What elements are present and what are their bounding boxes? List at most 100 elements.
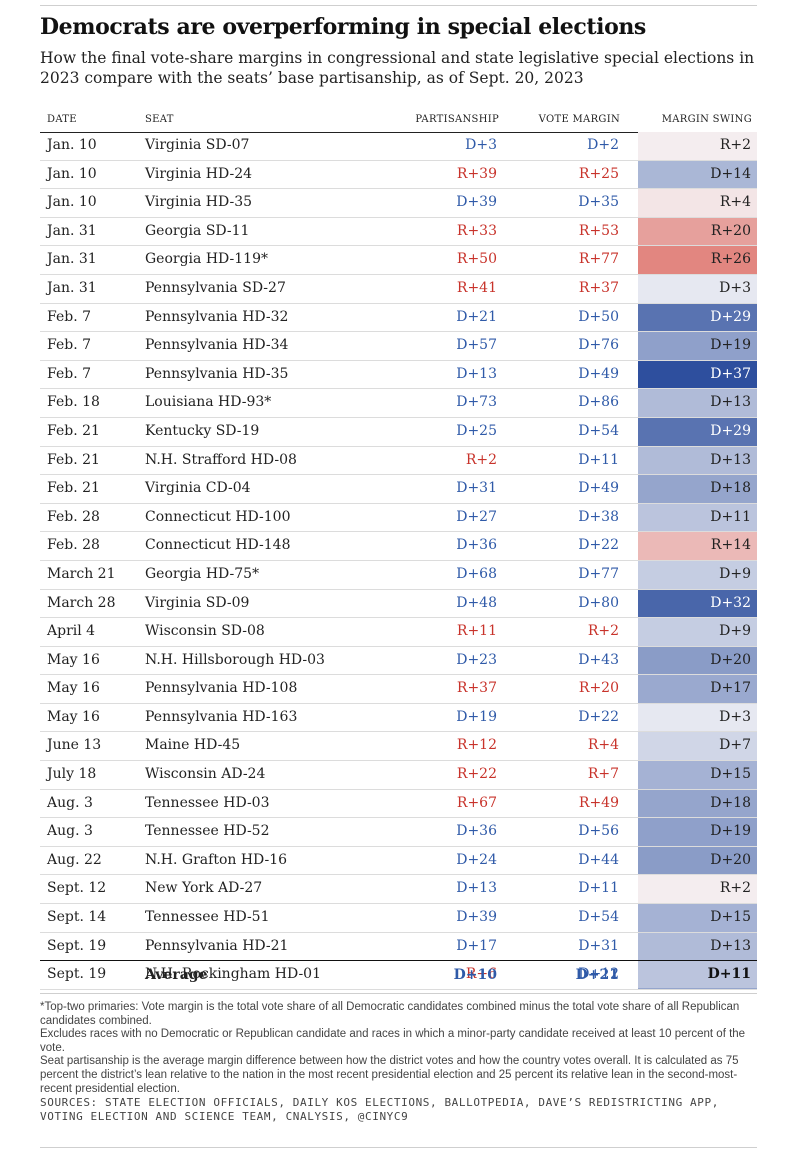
header-seat: SEAT — [145, 114, 174, 125]
row-partisanship: R+67 — [456, 794, 497, 811]
average-label: Average — [145, 967, 208, 983]
row-date: Jan. 31 — [47, 251, 97, 268]
table-header: DATE SEAT PARTISANSHIP VOTE MARGIN MARGI… — [40, 112, 757, 133]
table-row: Jan. 10 Virginia SD-07 D+3 D+2 R+2 — [40, 132, 757, 161]
row-vote-margin: D+56 — [578, 823, 619, 840]
row-swing-cell: D+14 — [638, 160, 757, 189]
footnote-top-two: *Top-two primaries: Vote margin is the t… — [40, 1001, 740, 1027]
row-swing-value: D+19 — [710, 823, 751, 840]
row-partisanship: D+23 — [456, 651, 497, 668]
table-row: Feb. 21 N.H. Strafford HD-08 R+2 D+11 D+13 — [40, 446, 757, 476]
row-partisanship: D+73 — [456, 394, 497, 411]
row-swing-cell: D+13 — [638, 389, 757, 417]
row-swing-cell: R+2 — [638, 875, 757, 904]
row-swing-cell: D+20 — [638, 846, 757, 875]
table-row: Feb. 21 Virginia CD-04 D+31 D+49 D+18 — [40, 475, 757, 504]
row-vote-margin: D+77 — [578, 565, 619, 582]
row-seat: Kentucky SD-19 — [145, 422, 260, 439]
table-row: Jan. 31 Georgia SD-11 R+33 R+53 R+20 — [40, 217, 757, 247]
table-row: Jan. 10 Virginia HD-35 D+39 D+35 R+4 — [40, 189, 757, 218]
row-swing-value: R+14 — [710, 537, 751, 554]
row-vote-margin: D+38 — [578, 508, 619, 525]
row-partisanship: D+39 — [456, 909, 497, 926]
row-seat: Tennessee HD-51 — [145, 909, 270, 926]
row-swing-value: D+29 — [710, 422, 751, 439]
row-seat: Louisiana HD-93* — [145, 394, 272, 411]
row-seat: Pennsylvania HD-21 — [145, 937, 289, 954]
row-partisanship: D+36 — [456, 823, 497, 840]
row-seat: Virginia SD-09 — [145, 594, 250, 611]
average-rule — [40, 960, 757, 961]
row-partisanship: D+21 — [456, 308, 497, 325]
table-row: Feb. 7 Pennsylvania HD-32 D+21 D+50 D+29 — [40, 303, 757, 333]
chart-title: Democrats are overperforming in special … — [40, 14, 646, 40]
table-body: Jan. 10 Virginia SD-07 D+3 D+2 R+2 Jan. 10 Vir… — [40, 132, 757, 990]
row-seat: Connecticut HD-100 — [145, 508, 291, 525]
row-partisanship: D+25 — [456, 422, 497, 439]
row-swing-cell: D+9 — [638, 618, 757, 646]
footnote-partisanship: Seat partisanship is the average margin … — [40, 1055, 739, 1095]
row-swing-value: D+32 — [710, 594, 751, 611]
row-date: July 18 — [47, 766, 97, 783]
row-swing-cell: D+3 — [638, 274, 757, 303]
row-partisanship: R+50 — [456, 251, 497, 268]
row-date: Jan. 31 — [47, 222, 97, 239]
footer-rule — [40, 1147, 757, 1148]
row-swing-cell: D+29 — [638, 303, 757, 332]
row-seat: Tennessee HD-52 — [145, 823, 270, 840]
average-swing-cell: D+11 — [638, 961, 757, 988]
row-date: Feb. 7 — [47, 365, 92, 382]
row-seat: Pennsylvania HD-32 — [145, 308, 289, 325]
table-row: June 13 Maine HD-45 R+12 R+4 D+7 — [40, 732, 757, 762]
table-row: March 28 Virginia SD-09 D+48 D+80 D+32 — [40, 589, 757, 619]
row-seat: Virginia HD-24 — [145, 165, 253, 182]
row-partisanship: R+6 — [465, 966, 497, 983]
row-date: Feb. 28 — [47, 537, 100, 554]
average-partisanship: D+10 — [453, 967, 497, 983]
row-date: Jan. 10 — [47, 194, 97, 211]
row-swing-cell: D+32 — [638, 589, 757, 618]
row-seat: Virginia HD-35 — [145, 194, 253, 211]
row-vote-margin: D+43 — [578, 651, 619, 668]
row-swing-value: R+26 — [710, 251, 751, 268]
row-seat: Pennsylvania HD-34 — [145, 337, 289, 354]
row-swing-cell: D+18 — [638, 475, 757, 503]
row-swing-cell: D+19 — [638, 332, 757, 360]
row-swing-value: R+2 — [719, 880, 751, 897]
table-row: Aug. 3 Tennessee HD-03 R+67 R+49 D+18 — [40, 789, 757, 819]
row-date: March 21 — [47, 565, 116, 582]
row-vote-margin: D+86 — [578, 394, 619, 411]
row-vote-margin: D+35 — [578, 194, 619, 211]
row-swing-cell: R+2 — [638, 132, 757, 160]
row-seat: N.H. Rockingham HD-01 — [145, 966, 321, 983]
row-vote-margin: R+20 — [578, 680, 619, 697]
row-swing-cell: R+4 — [638, 189, 757, 217]
row-date: Jan. 31 — [47, 279, 97, 296]
row-vote-margin: D+31 — [578, 937, 619, 954]
row-partisanship: R+11 — [456, 623, 497, 640]
row-swing-cell: D+11 — [638, 503, 757, 532]
row-vote-margin: R+53 — [578, 222, 619, 239]
row-swing-value: D+29 — [710, 308, 751, 325]
row-swing-cell: D+15 — [638, 761, 757, 789]
table-row: Feb. 28 Connecticut HD-148 D+36 D+22 R+14 — [40, 532, 757, 561]
row-swing-value: R+4 — [719, 194, 751, 211]
row-vote-margin: R+77 — [578, 251, 619, 268]
row-date: Feb. 7 — [47, 308, 92, 325]
row-partisanship: D+13 — [456, 880, 497, 897]
row-vote-margin: D+54 — [578, 422, 619, 439]
sources: SOURCES: STATE ELECTION OFFICIALS, DAILY… — [40, 1096, 719, 1124]
row-seat: N.H. Grafton HD-16 — [145, 851, 288, 868]
footnote-exclusions: Excludes races with no Democratic or Rep… — [40, 1028, 746, 1054]
row-date: Feb. 21 — [47, 480, 100, 497]
row-vote-margin: R+25 — [578, 165, 619, 182]
row-partisanship: D+19 — [456, 708, 497, 725]
chart-subtitle: How the final vote-share margins in cong… — [40, 49, 755, 87]
table-row: Feb. 21 Kentucky SD-19 D+25 D+54 D+29 — [40, 417, 757, 447]
row-date: Sept. 12 — [47, 880, 107, 897]
table-row: Feb. 7 Pennsylvania HD-34 D+57 D+76 D+19 — [40, 332, 757, 361]
row-seat: Tennessee HD-03 — [145, 794, 270, 811]
row-partisanship: R+39 — [456, 165, 497, 182]
header-margin-swing: MARGIN SWING — [661, 114, 752, 125]
table-row: Aug. 22 N.H. Grafton HD-16 D+24 D+44 D+20 — [40, 846, 757, 876]
